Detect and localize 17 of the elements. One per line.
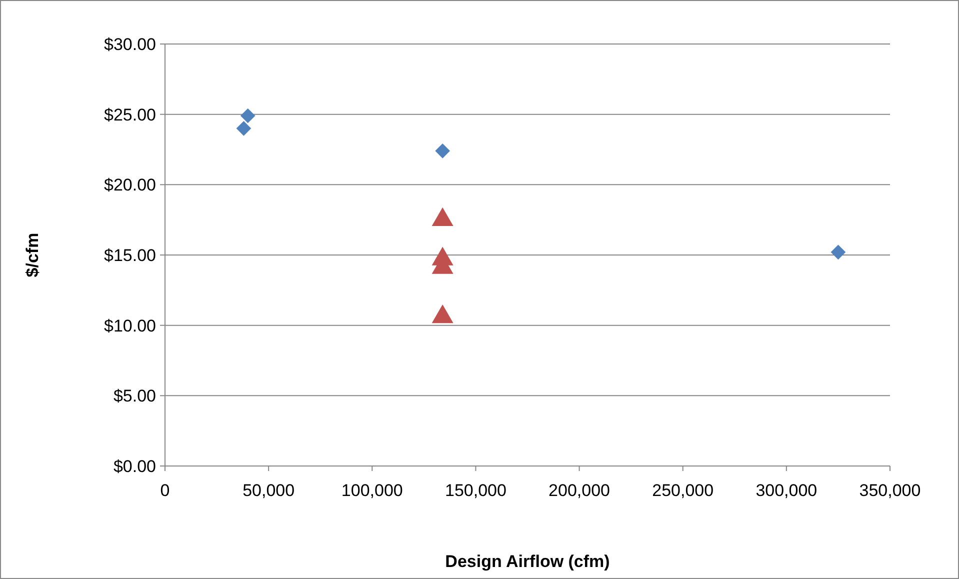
x-tick-label: 150,000 <box>444 481 506 500</box>
x-tick-label: 350,000 <box>859 481 921 500</box>
x-tick-label: 0 <box>160 481 170 500</box>
y-tick-label: $20.00 <box>104 176 156 195</box>
x-axis-title: Design Airflow (cfm) <box>445 552 610 571</box>
x-tick-label: 100,000 <box>341 481 403 500</box>
y-tick-label: $0.00 <box>113 456 156 476</box>
x-tick-label: 300,000 <box>756 481 818 500</box>
x-tick-label: 50,000 <box>242 481 295 500</box>
y-axis-title: $/cfm <box>23 232 42 278</box>
y-tick-label: $5.00 <box>113 386 156 406</box>
y-tick-label: $15.00 <box>104 246 156 265</box>
y-tick-label: $25.00 <box>104 105 156 124</box>
x-tick-label: 200,000 <box>548 481 610 500</box>
y-tick-label: $30.00 <box>104 34 156 54</box>
x-tick-label: 250,000 <box>652 481 714 500</box>
y-tick-label: $10.00 <box>104 316 156 336</box>
